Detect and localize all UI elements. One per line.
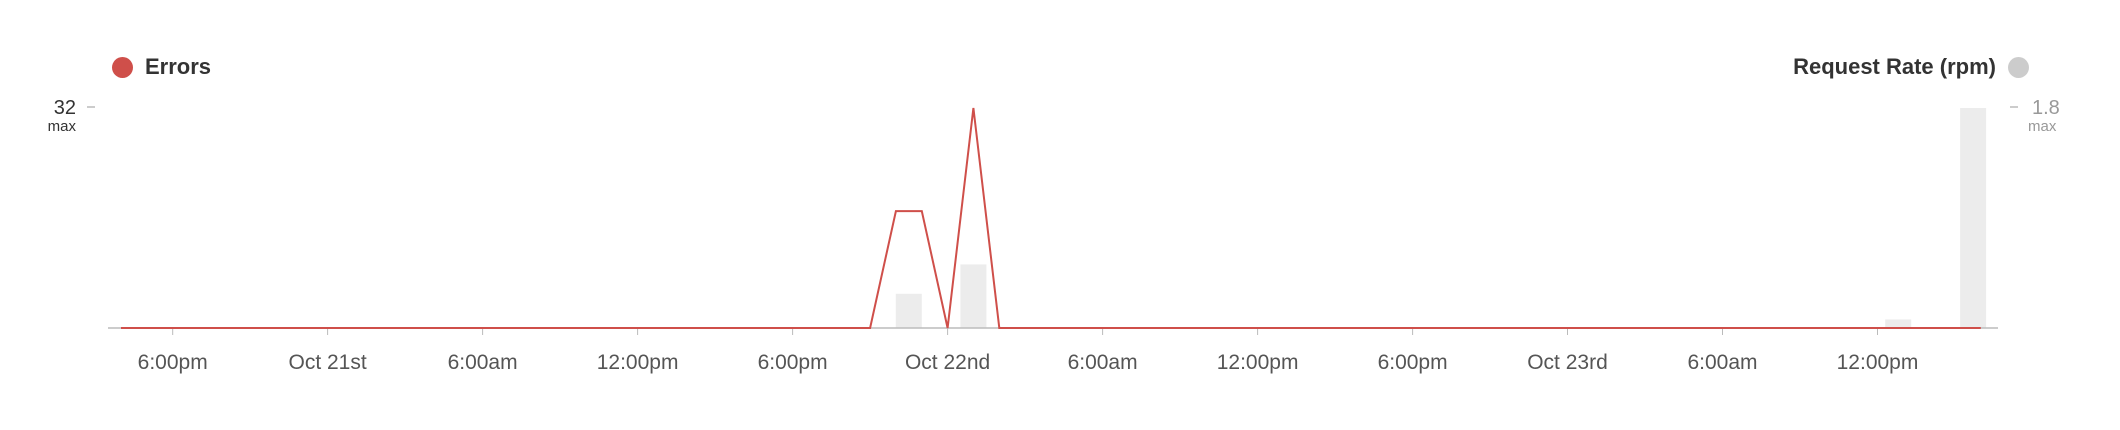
left-axis-max-sublabel: max <box>48 118 77 135</box>
request-rate-bar <box>960 264 987 328</box>
x-axis-tick-label: 12:00pm <box>597 351 679 374</box>
x-axis-tick-label: 6:00pm <box>138 351 208 374</box>
x-axis-tick-label: Oct 22nd <box>905 351 990 374</box>
request-rate-bar <box>895 293 922 328</box>
left-axis-max-value: 32 <box>54 97 76 119</box>
right-axis-max-value: 1.8 <box>2032 97 2060 119</box>
legend-request-rate[interactable]: Request Rate (rpm) <box>1793 54 2029 80</box>
legend-errors[interactable]: Errors <box>112 54 211 80</box>
x-axis-tick-label: 6:00pm <box>1378 351 1448 374</box>
errors-legend-dot <box>112 56 133 78</box>
x-axis-tick-label: 6:00am <box>448 351 518 374</box>
errors-series-line <box>121 107 1981 329</box>
x-axis-tick-label: Oct 21st <box>288 351 366 374</box>
errors-legend-label: Errors <box>145 54 212 79</box>
x-axis-tick-label: 12:00pm <box>1837 351 1919 374</box>
left-axis: 32 max <box>48 97 95 135</box>
request-rate-legend-dot <box>2008 56 2029 78</box>
x-axis-ticks: 6:00pm Oct 21st 6:00am 12:00pm 6:00pm Oct 22n… <box>138 328 1919 374</box>
x-axis-tick-label: 6:00am <box>1068 351 1138 374</box>
request-rate-bar <box>1885 319 1912 328</box>
x-axis-tick-label: 6:00pm <box>758 351 828 374</box>
request-rate-bars <box>895 108 1987 328</box>
x-axis-tick-label: 12:00pm <box>1217 351 1299 374</box>
x-axis-tick-label: 6:00am <box>1687 351 1757 374</box>
x-axis-tick-label: Oct 23rd <box>1527 351 1608 374</box>
right-axis: 1.8 max <box>2010 97 2060 135</box>
right-axis-max-sublabel: max <box>2028 118 2057 135</box>
request-rate-bar <box>1960 108 1987 328</box>
request-rate-legend-label: Request Rate (rpm) <box>1793 54 1996 79</box>
